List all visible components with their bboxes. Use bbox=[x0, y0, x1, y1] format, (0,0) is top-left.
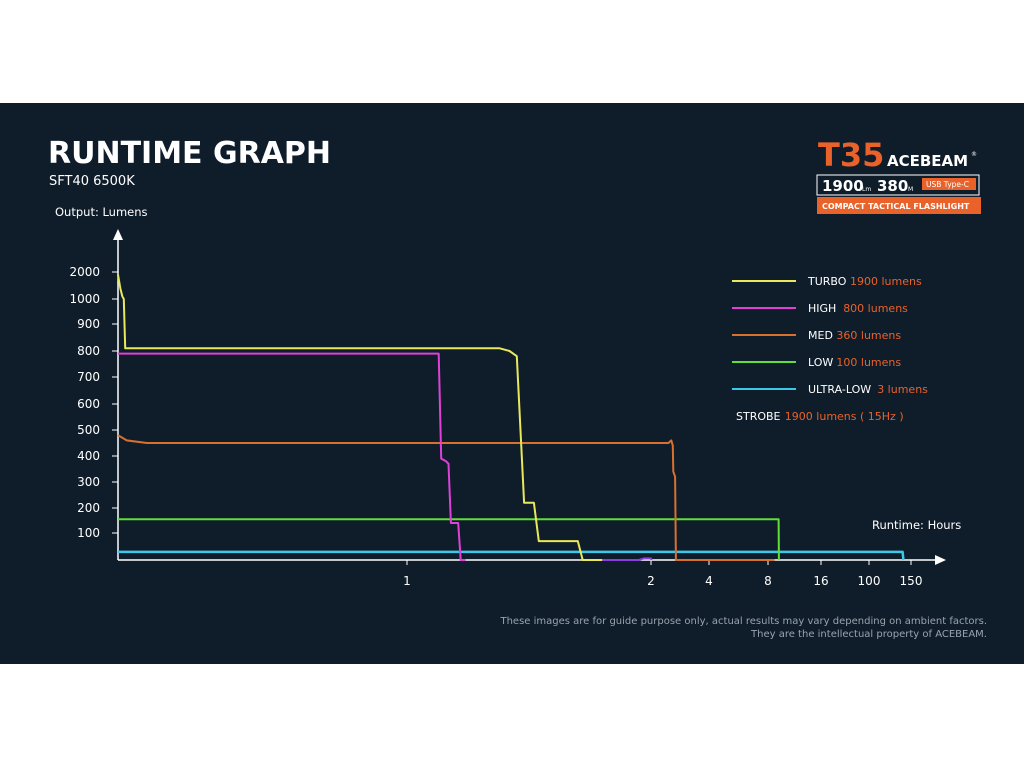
x-tick-label: 2 bbox=[647, 574, 655, 588]
y-tick-label: 400 bbox=[77, 449, 100, 463]
legend-name: MED bbox=[808, 329, 833, 342]
legend-desc: 3 lumens bbox=[877, 383, 928, 396]
legend-desc: 1900 lumens ( 15Hz ) bbox=[785, 410, 904, 423]
footnote-line-1: These images are for guide purpose only,… bbox=[499, 616, 987, 627]
y-tick-label: 200 bbox=[77, 501, 100, 515]
legend-desc: 360 lumens bbox=[836, 329, 901, 342]
brand-tagline: COMPACT TACTICAL FLASHLIGHT bbox=[822, 202, 970, 211]
brand-model: T35 bbox=[818, 136, 884, 174]
series-med-line bbox=[117, 434, 775, 561]
footnote-line-2: They are the intellectual property of AC… bbox=[750, 629, 987, 640]
spec-lumens: 1900 bbox=[822, 177, 864, 195]
spec-lumens-unit: Lm bbox=[862, 186, 871, 193]
legend-name: STROBE bbox=[736, 410, 781, 423]
series-tail-line bbox=[602, 557, 653, 561]
series-ultra-low-line bbox=[118, 550, 905, 561]
y-tick-label: 900 bbox=[77, 317, 100, 331]
legend-name: HIGH bbox=[808, 302, 836, 315]
usb-badge bbox=[922, 178, 976, 190]
series-layer bbox=[117, 274, 905, 561]
y-axis-label: Output: Lumens bbox=[55, 205, 148, 219]
spec-distance-unit: M bbox=[908, 186, 913, 193]
brand-name: ACEBEAM bbox=[887, 152, 968, 170]
brand-registered: ® bbox=[971, 151, 977, 158]
y-tick-label: 800 bbox=[77, 344, 100, 358]
y-tick-label: 500 bbox=[77, 423, 100, 437]
chart-panel: RUNTIME GRAPH SFT40 6500K Output: Lumens… bbox=[0, 103, 1024, 664]
usb-badge-label: USB Type-C bbox=[926, 180, 969, 189]
legend: TURBO 1900 lumens HIGH 800 lumens MED 360 lum… bbox=[732, 275, 928, 423]
legend-name: TURBO bbox=[807, 275, 847, 288]
chart-title: RUNTIME GRAPH bbox=[48, 136, 331, 171]
y-tick-label: 600 bbox=[77, 397, 100, 411]
series-low-line bbox=[118, 518, 780, 561]
legend-name: LOW bbox=[808, 356, 833, 369]
x-tick-label: 100 bbox=[858, 574, 881, 588]
spec-distance: 380 bbox=[877, 177, 908, 195]
x-tick-label: 4 bbox=[705, 574, 713, 588]
x-axis-label: Runtime: Hours bbox=[872, 518, 961, 532]
y-tick-label: 2000 bbox=[69, 265, 100, 279]
series-high-line bbox=[118, 352, 466, 561]
legend-desc: 1900 lumens bbox=[850, 275, 922, 288]
x-tick-label: 16 bbox=[813, 574, 828, 588]
series-turbo-line bbox=[117, 274, 615, 561]
y-tick-label: 700 bbox=[77, 370, 100, 384]
y-tick-label: 1000 bbox=[69, 292, 100, 306]
runtime-chart: RUNTIME GRAPH SFT40 6500K Output: Lumens… bbox=[48, 136, 987, 640]
x-tick-label: 1 bbox=[403, 574, 411, 588]
legend-name: ULTRA-LOW bbox=[808, 383, 871, 396]
legend-desc: 100 lumens bbox=[836, 356, 901, 369]
y-tick-label: 300 bbox=[77, 475, 100, 489]
x-tick-label: 8 bbox=[764, 574, 772, 588]
x-ticks: 1 2 4 8 16 100 150 bbox=[403, 560, 922, 588]
legend-desc: 800 lumens bbox=[843, 302, 908, 315]
y-ticks: 100 200 300 400 500 600 700 800 900 1000 2000 bbox=[69, 265, 118, 540]
brand-logo: T35 ACEBEAM ® 1900 Lm 380 M USB Type-C C… bbox=[816, 136, 981, 214]
chart-subtitle: SFT40 6500K bbox=[49, 174, 135, 189]
y-axis-arrow-icon bbox=[113, 229, 123, 240]
x-tick-label: 150 bbox=[900, 574, 923, 588]
spec-frame bbox=[816, 174, 980, 196]
x-axis-arrow-icon bbox=[935, 555, 946, 565]
tagline-bar bbox=[817, 197, 981, 214]
y-tick-label: 100 bbox=[77, 526, 100, 540]
